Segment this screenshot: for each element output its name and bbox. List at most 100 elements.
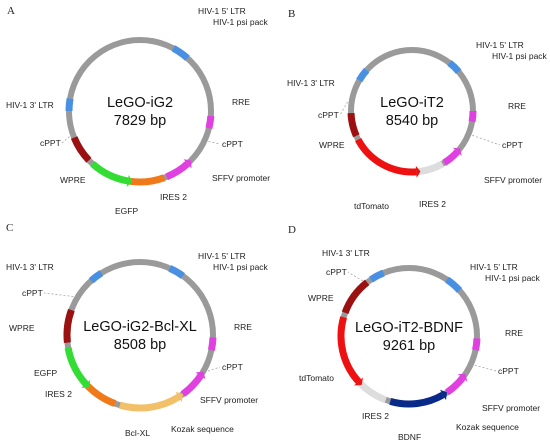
- ltr3-feature-arc: [88, 270, 104, 284]
- ltr5-feature-arc: [444, 276, 463, 293]
- cppt_right-leader-line: [207, 366, 221, 372]
- ires-label: IRES 2: [419, 199, 446, 209]
- plasmid-size: 8540 bp: [386, 113, 438, 129]
- cppt-right-label: cPPT: [222, 139, 243, 149]
- ltr5-label: HIV-1 5' LTR: [198, 6, 246, 16]
- rre-label: RRE: [505, 328, 523, 338]
- panel-c: C LeGO-iG2-Bcl-XL 8508 bp HIV-1 5' LTRHIV-1…: [6, 222, 269, 438]
- cppt-left-label: cPPT: [22, 288, 43, 298]
- bclxl-label: Bcl-XL: [125, 428, 150, 438]
- egfp-feature-arc: [64, 346, 89, 387]
- rre-label: RRE: [508, 101, 526, 111]
- sffv-feature-arc: [165, 161, 190, 181]
- panel-letter: B: [288, 8, 295, 20]
- plasmid-name: LeGO-iT2-BDNF: [355, 320, 463, 336]
- plasmid-size: 8508 bp: [114, 337, 166, 353]
- rre-feature-arc: [468, 110, 477, 123]
- psi-label: HIV-1 psi pack: [485, 273, 541, 283]
- egfp-label: EGFP: [115, 206, 138, 216]
- rre-feature-arc: [205, 115, 215, 130]
- rre-label: RRE: [232, 97, 250, 107]
- sffv-arrowhead: [457, 374, 468, 382]
- wpre-label: WPRE: [9, 323, 35, 333]
- wpre-feature-arc: [70, 136, 92, 163]
- egfp-feature-arc: [90, 161, 129, 185]
- sffv-label: SFFV promoter: [484, 175, 542, 185]
- sffv-label: SFFV promoter: [482, 403, 540, 413]
- cppt-right-label: cPPT: [498, 366, 519, 376]
- bdnf-arrowhead: [440, 389, 448, 401]
- plasmid-name: LeGO-iG2-Bcl-XL: [83, 319, 197, 335]
- sffv-feature-arc: [180, 373, 204, 397]
- ltr5-label: HIV-1 5' LTR: [470, 262, 518, 272]
- ires-feature-arc: [129, 174, 166, 186]
- sffv-arrowhead: [195, 371, 206, 380]
- rre-feature-arc: [207, 337, 217, 351]
- panel-letter: C: [6, 222, 13, 234]
- sffv-arrowhead: [452, 147, 462, 156]
- panel-letter: D: [288, 224, 296, 236]
- plasmid-size: 9261 bp: [383, 338, 435, 354]
- ltr3-feature-arc: [369, 269, 385, 283]
- bclxl-arrowhead: [175, 391, 183, 402]
- sffv-feature-arc: [444, 375, 466, 396]
- rre-label: RRE: [234, 322, 252, 332]
- sffv-feature-arc: [442, 149, 460, 166]
- psi-label: HIV-1 psi pack: [213, 262, 269, 272]
- plasmid-size: 7829 bp: [114, 113, 166, 129]
- ltr5-feature-arc: [447, 60, 462, 75]
- ltr3-feature-arc: [356, 67, 370, 83]
- ltr5-label: HIV-1 5' LTR: [476, 40, 524, 50]
- tdtomato-feature-arc: [355, 137, 417, 176]
- psi-label: HIV-1 psi pack: [492, 51, 548, 61]
- plasmid-name: LeGO-iT2: [380, 95, 444, 111]
- wpre-label: WPRE: [308, 293, 334, 303]
- egfp-label: EGFP: [34, 368, 57, 378]
- cppt-right-label: cPPT: [502, 140, 523, 150]
- cppt_left-leader-line: [61, 136, 70, 144]
- cppt_right-leader-line: [208, 141, 221, 145]
- wpre-feature-arc: [341, 279, 370, 315]
- ltr3-label: HIV-1 3' LTR: [6, 100, 54, 110]
- tdtomato-arrowhead: [354, 377, 363, 386]
- cppt_left-leader-line: [43, 292, 74, 297]
- tdtomato-feature-arc: [337, 316, 362, 384]
- egfp-arrowhead: [81, 379, 91, 388]
- ires-label: IRES 2: [45, 389, 72, 399]
- ltr3-label: HIV-1 3' LTR: [287, 78, 335, 88]
- wpre-label: WPRE: [60, 175, 86, 185]
- wpre-label: WPRE: [319, 140, 345, 150]
- tdtomato-label: tdTomato: [354, 201, 389, 211]
- cppt-left-label: cPPT: [318, 110, 339, 120]
- tdtomato-label: tdTomato: [299, 373, 334, 383]
- ltr3-feature-arc: [65, 98, 74, 112]
- cppt-left-label: cPPT: [326, 267, 347, 277]
- tdtomato-arrowhead: [415, 165, 421, 178]
- ltr5-feature-arc: [168, 265, 185, 279]
- ltr3-label: HIV-1 3' LTR: [322, 248, 370, 258]
- egfp-arrowhead: [126, 175, 133, 187]
- wpre-feature-arc: [63, 308, 75, 343]
- kozak-label: Kozak sequence: [171, 424, 234, 434]
- sffv-label: SFFV promoter: [212, 173, 270, 183]
- cppt-left-label: cPPT: [40, 138, 61, 148]
- ires-label: IRES 2: [160, 192, 187, 202]
- psi-label: HIV-1 psi pack: [213, 17, 269, 27]
- panel-letter: A: [7, 5, 15, 17]
- ltr5-label: HIV-1 5' LTR: [198, 251, 246, 261]
- ires-feature-arc: [357, 380, 388, 404]
- cppt_left-leader-line: [347, 271, 363, 282]
- sffv-arrowhead: [183, 159, 192, 169]
- cppt_left-leader-line: [339, 101, 348, 116]
- ires-label: IRES 2: [362, 411, 389, 421]
- plasmid-name: LeGO-iG2: [107, 95, 173, 111]
- cppt-right-label: cPPT: [222, 362, 243, 372]
- cppt_right-leader-line: [472, 135, 501, 146]
- bdnf-label: BDNF: [398, 432, 421, 442]
- bclxl-feature-arc: [118, 393, 181, 412]
- wpre-feature-arc: [347, 112, 360, 138]
- kozak-label: Kozak sequence: [456, 422, 519, 432]
